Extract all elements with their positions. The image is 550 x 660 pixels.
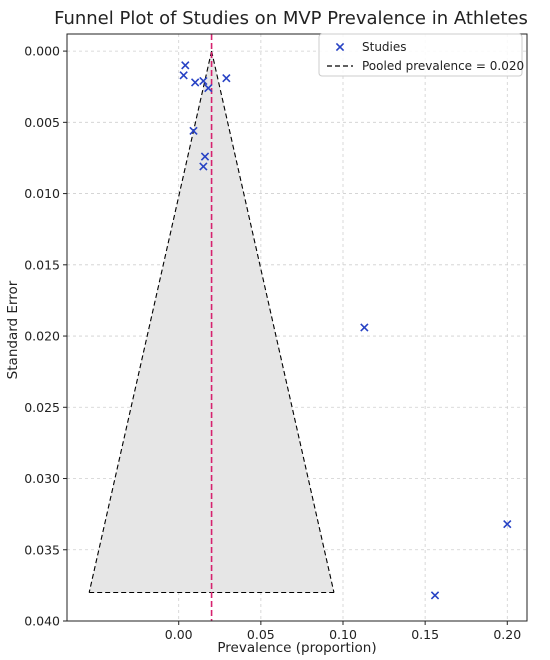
y-tick-label: 0.025 — [24, 400, 60, 415]
funnel-edge-left — [88, 50, 213, 593]
study-point-stroke-b — [503, 519, 512, 529]
study-point — [200, 152, 210, 161]
study-point-stroke-b — [190, 78, 200, 87]
study-point — [430, 591, 440, 600]
x-tick-label: 0.05 — [247, 627, 275, 642]
chart-title: Funnel Plot of Studies on MVP Prevalence… — [54, 8, 528, 29]
study-points — [179, 61, 512, 600]
study-point — [204, 83, 213, 93]
study-point-stroke-b — [199, 76, 208, 86]
x-tick-label: 0.10 — [329, 627, 357, 642]
y-tick-label: 0.040 — [24, 614, 60, 629]
study-point-stroke-b — [181, 61, 190, 70]
y-tick-label: 0.030 — [24, 471, 60, 486]
legend-label-studies: Studies — [362, 40, 407, 54]
study-point — [179, 71, 188, 80]
study-point-stroke-b — [189, 126, 198, 136]
study-point-stroke-b — [179, 71, 188, 80]
y-axis-ticks: 0.000 0.005 0.010 0.015 0.020 0.025 0.030 0.035… — [24, 44, 67, 629]
x-tick-label: 0.20 — [493, 627, 521, 642]
study-point — [199, 162, 208, 171]
funnel-fill — [89, 51, 334, 593]
legend: Studies Pooled prevalence = 0.020 — [318, 33, 524, 77]
study-point-stroke-b — [204, 83, 213, 93]
x-tick-label: 0.00 — [165, 627, 193, 642]
y-tick-label: 0.015 — [24, 257, 60, 272]
study-point — [503, 519, 512, 529]
x-axis-ticks: 0.00 0.05 0.10 0.15 0.20 — [165, 621, 521, 642]
funnel-edge-right — [211, 50, 335, 593]
y-tick-label: 0.010 — [24, 186, 60, 201]
y-tick-label: 0.005 — [24, 115, 60, 130]
legend-label-pooled: Pooled prevalence = 0.020 — [362, 59, 524, 73]
study-point — [181, 61, 190, 70]
study-point — [360, 323, 369, 332]
legend-marker-stroke-b — [335, 42, 345, 52]
study-point-stroke-b — [200, 152, 210, 161]
study-point-stroke-b — [430, 591, 440, 600]
study-point — [222, 74, 231, 83]
study-point — [189, 126, 198, 136]
legend-box — [318, 33, 523, 77]
legend-marker-studies — [335, 42, 345, 52]
y-axis-label: Standard Error — [5, 280, 21, 379]
x-axis-label: Prevalence (proportion) — [217, 640, 376, 656]
y-tick-label: 0.020 — [24, 329, 60, 344]
x-tick-label: 0.15 — [411, 627, 439, 642]
study-point-stroke-b — [360, 323, 369, 332]
grid-lines — [67, 34, 527, 622]
study-point-stroke-b — [199, 162, 208, 171]
y-tick-label: 0.035 — [24, 542, 60, 557]
study-point — [190, 78, 200, 87]
study-point — [199, 76, 208, 86]
y-tick-label: 0.000 — [24, 44, 60, 59]
study-point-stroke-b — [222, 74, 231, 83]
plot-area-frame — [66, 33, 528, 622]
